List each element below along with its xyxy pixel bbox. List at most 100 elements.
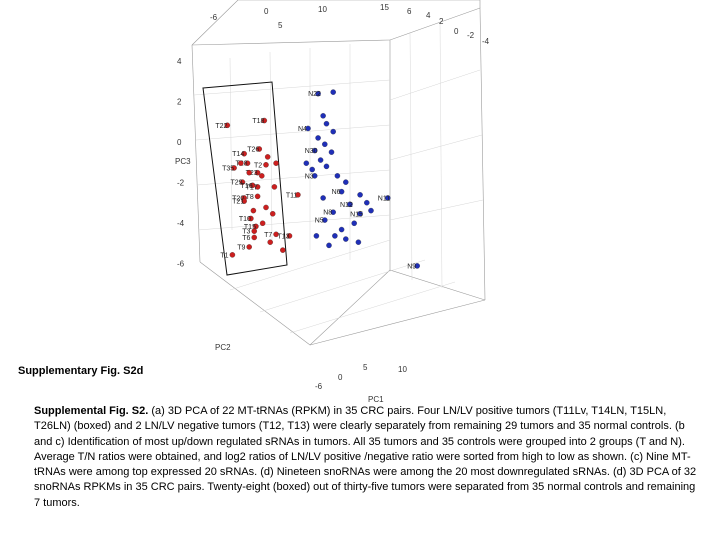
pc3-tick-label: 4 (177, 57, 182, 66)
frame-bottom-front-edge (309, 299, 486, 346)
tumor-point-label: T2 (254, 162, 262, 169)
tumor-point (249, 182, 256, 189)
pc3-tick-label: 2 (177, 98, 182, 107)
figure-label: Supplementary Fig. S2d (18, 365, 144, 377)
tumor-point (254, 169, 261, 176)
normal-point (332, 233, 338, 239)
pc1-bottom-tick-label: 0 (338, 373, 343, 382)
normal-point (322, 217, 328, 223)
tumor-point (263, 162, 269, 168)
tumor-point-label: T10 (239, 216, 251, 223)
tumor-point (241, 198, 247, 204)
tumor-point (271, 184, 278, 190)
normal-point-label: N8 (323, 210, 332, 217)
normal-point (320, 113, 326, 119)
normal-point (368, 207, 374, 214)
tumor-point (269, 211, 276, 217)
tumor-point (239, 179, 246, 185)
normal-point (323, 120, 330, 127)
normal-point-label: N11 (378, 195, 390, 202)
normal-point (338, 226, 345, 233)
tumor-point (259, 220, 266, 226)
normal-point (351, 220, 357, 226)
normal-point (334, 173, 341, 179)
tumor-box (202, 81, 288, 276)
tumor-point (273, 231, 279, 238)
tumor-point-label: T7 (264, 232, 272, 239)
normal-point (330, 209, 336, 215)
normal-point-label: N15 (350, 211, 363, 218)
tumor-point-label: T11 (286, 192, 298, 199)
normal-point-label: N3 (305, 173, 314, 180)
pc1-top-tick-label: 2 (439, 17, 444, 26)
tumor-point-label: T14 (232, 151, 244, 158)
pc1-bottom-tick-label: 5 (363, 363, 368, 372)
pc1-top-tick-label: 4 (426, 11, 431, 20)
normal-point (330, 89, 336, 95)
frame-top-back-edge (191, 0, 481, 46)
pc3-tick-label: 0 (177, 138, 182, 147)
normal-point (313, 233, 320, 239)
pc1-top-tick-label: -4 (482, 37, 490, 46)
pc1-top-tick-label: -2 (467, 31, 475, 40)
normal-point-label: N12 (340, 202, 353, 209)
normal-point (311, 173, 318, 179)
tumor-point-label: T9 (237, 244, 245, 251)
tumor-point (264, 154, 271, 160)
normal-point (303, 160, 310, 166)
normal-point (315, 90, 321, 97)
pc2-axis-label: PC2 (215, 343, 231, 352)
tumor-point-label: T1 (220, 252, 228, 259)
normal-point (355, 239, 362, 245)
normal-point (385, 195, 391, 201)
normal-point (311, 147, 318, 154)
tumor-point (224, 122, 231, 129)
tumor-point-label: T8 (246, 194, 254, 201)
normal-point (309, 166, 315, 173)
normal-point (347, 201, 353, 208)
tumor-point (254, 184, 261, 190)
tumor-point (229, 252, 236, 258)
frame-left-edge (191, 44, 201, 263)
figure-caption: Supplemental Fig. S2. (a) 3D PCA of 22 M… (34, 404, 704, 511)
pc1-top-tick-label: 0 (454, 27, 459, 36)
normal-point-label: N5 (315, 218, 324, 225)
pc1-bottom-tick-label: 10 (398, 365, 407, 374)
normal-point (414, 263, 420, 269)
caption-lead: Supplemental Fig. S2. (34, 405, 149, 417)
tumor-point (238, 160, 244, 166)
normal-point (320, 195, 326, 201)
caption-text: (a) 3D PCA of 22 MT-tRNAs (RPKM) in 35 C… (34, 405, 697, 509)
pca-3d-plot: 4 2 0 -2 -4 -6 PC3 -6 0 5 10 15 6 4 2 0 -2 -4 PC2 -6 0 5 10 PC1… (150, 0, 720, 405)
normal-point (305, 125, 311, 132)
normal-point (330, 128, 336, 135)
tumor-point (251, 234, 257, 241)
tumor-point (256, 146, 263, 152)
tumor-point-label: T16 (241, 183, 253, 190)
frame-top-edge (191, 39, 391, 46)
pc3-axis-label: PC3 (175, 157, 191, 166)
normal-point-label: N9 (407, 263, 416, 270)
tumor-point-label: T17 (246, 184, 258, 191)
normal-point-label: N6 (332, 189, 341, 196)
tumor-point-label: T29 (230, 180, 242, 187)
tumor-point (261, 117, 268, 124)
tumor-point (263, 204, 269, 211)
frame-right-back-edge (389, 7, 486, 301)
tumor-point (251, 228, 257, 234)
pc2-tick-label: 15 (380, 3, 389, 12)
tumor-point (246, 169, 252, 176)
pc1-axis-label: PC1 (368, 395, 384, 404)
tumor-point-label: T21 (232, 199, 244, 206)
tumor-point (286, 233, 293, 239)
pc1-top-tick-label: 6 (407, 7, 412, 16)
normal-point (328, 149, 335, 155)
tumor-point-label: T13 (278, 233, 290, 240)
pc1-bottom-tick-label: -6 (315, 382, 323, 391)
frame-inner-right-edge (389, 40, 486, 301)
normal-point (317, 157, 324, 163)
tumor-point (259, 173, 265, 179)
tumor-point (250, 207, 257, 214)
